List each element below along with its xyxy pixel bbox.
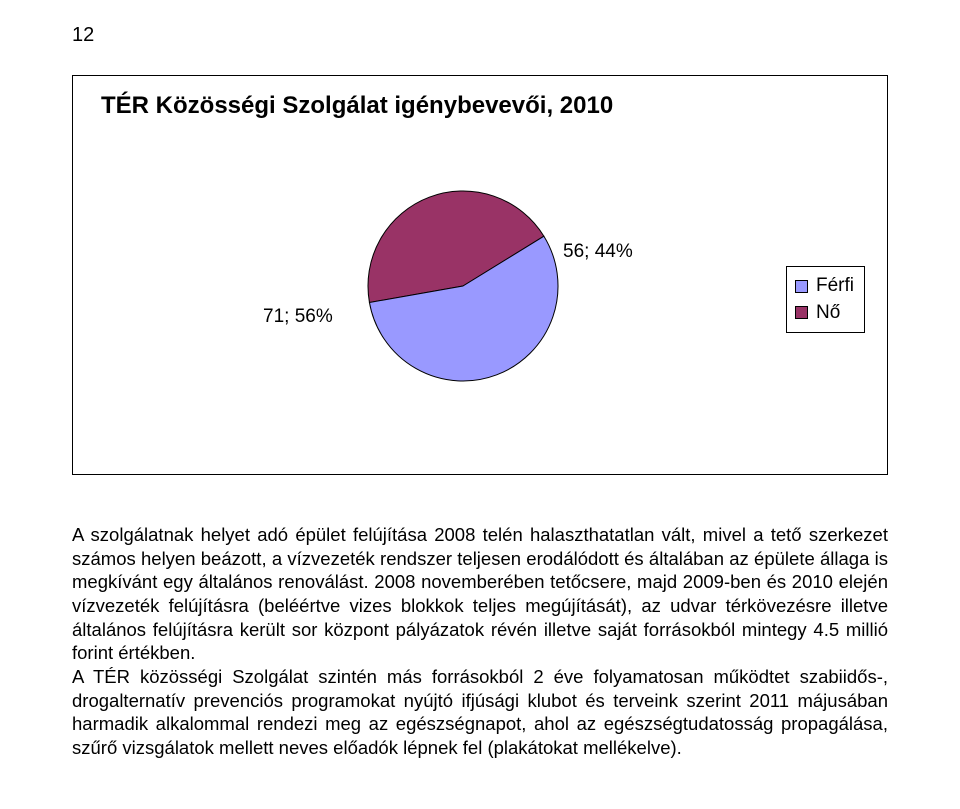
legend-swatch-icon — [795, 280, 808, 293]
legend-item: Nő — [795, 300, 854, 327]
legend-label: Nő — [816, 300, 840, 327]
page-number: 12 — [72, 24, 888, 47]
legend-item: Férfi — [795, 273, 854, 300]
pie-chart — [363, 186, 563, 391]
chart-container: TÉR Közösségi Szolgálat igénybevevői, 20… — [72, 75, 888, 475]
pie-label-right: 56; 44% — [563, 241, 633, 263]
pie-label-left: 71; 56% — [263, 306, 333, 328]
legend-label: Férfi — [816, 273, 854, 300]
chart-title: TÉR Közösségi Szolgálat igénybevevői, 20… — [101, 92, 867, 120]
body-paragraph: A szolgálatnak helyet adó épület felújít… — [72, 523, 888, 760]
legend-swatch-icon — [795, 306, 808, 319]
chart-legend: Férfi Nő — [786, 266, 865, 333]
